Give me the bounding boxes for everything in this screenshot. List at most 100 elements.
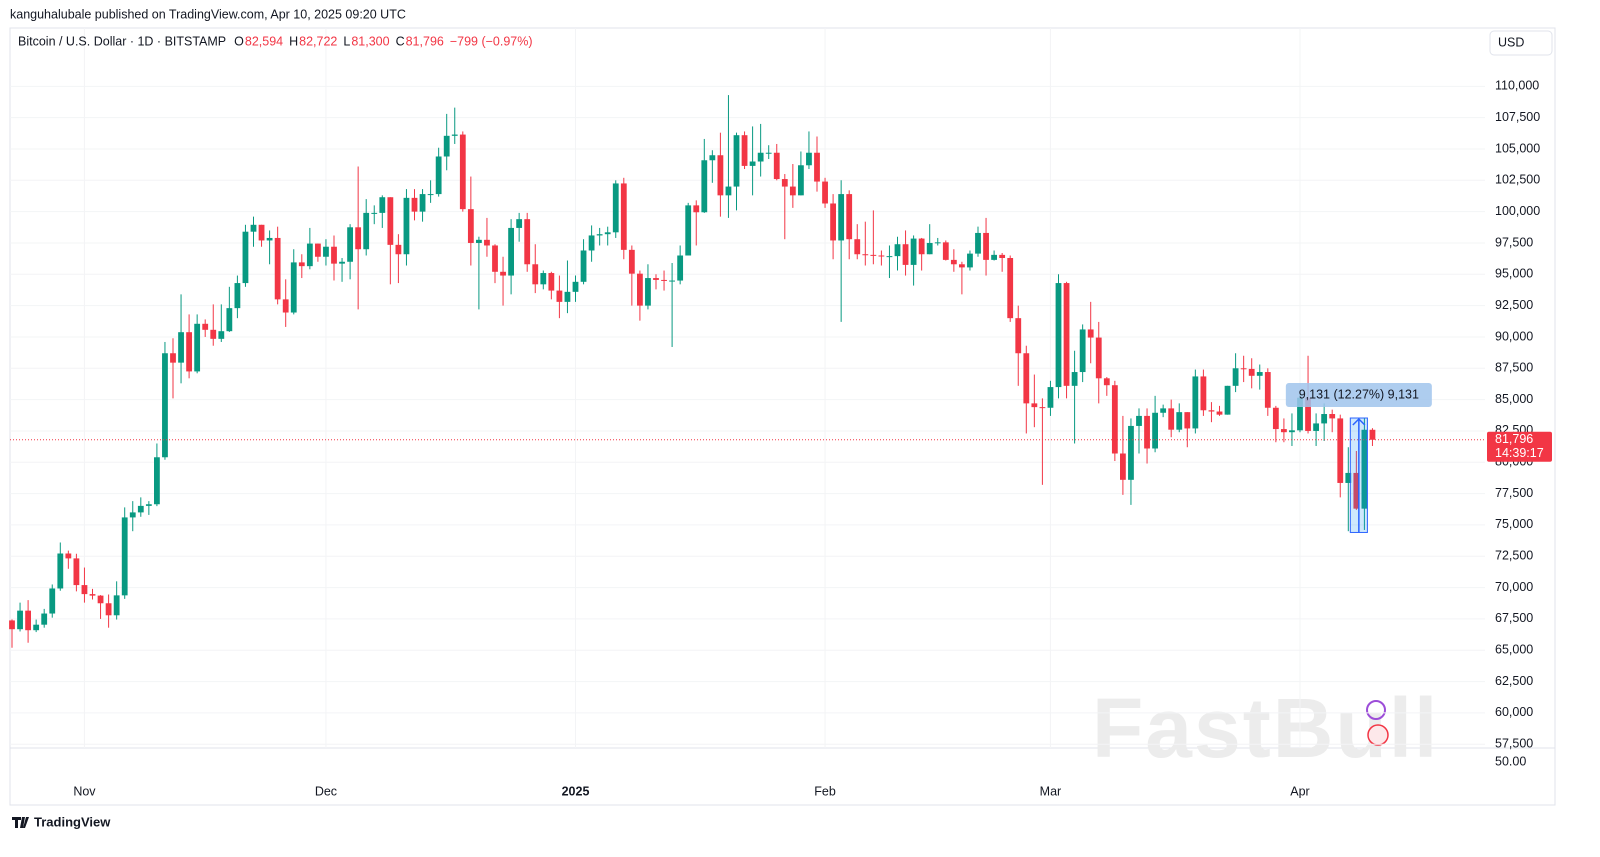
candle-body bbox=[918, 238, 925, 255]
candle-body bbox=[467, 209, 474, 243]
icon-bolt[interactable] bbox=[1366, 700, 1386, 720]
candle-body bbox=[315, 243, 321, 257]
candle-body bbox=[25, 610, 31, 631]
candle-body bbox=[604, 232, 611, 235]
candle-body bbox=[1361, 429, 1368, 509]
candle-body bbox=[194, 323, 201, 372]
candle-body bbox=[1176, 412, 1183, 430]
candle-body bbox=[789, 186, 796, 196]
candle-body bbox=[596, 234, 603, 236]
candle-body bbox=[669, 280, 675, 282]
candle-body bbox=[1039, 407, 1046, 409]
candle-body bbox=[773, 152, 780, 180]
candle-body bbox=[822, 181, 828, 204]
candle-body bbox=[1200, 376, 1207, 411]
legend-change: −799 (−0.97%) bbox=[450, 34, 533, 48]
candle-body bbox=[1168, 408, 1175, 430]
candle-body bbox=[1031, 403, 1038, 408]
candle-body bbox=[677, 255, 684, 281]
icon-flag[interactable] bbox=[1367, 724, 1389, 746]
x-tick-label: Dec bbox=[315, 784, 337, 798]
candle-body bbox=[306, 243, 313, 267]
candle-body bbox=[1103, 378, 1110, 386]
candle-body bbox=[950, 259, 957, 265]
candle-body bbox=[1305, 397, 1311, 431]
candle-body bbox=[162, 353, 168, 458]
candle-body bbox=[258, 224, 265, 241]
candle-body bbox=[757, 152, 764, 162]
candle-body bbox=[9, 620, 15, 630]
candle-body bbox=[620, 183, 627, 250]
last-price-label: 81,796 bbox=[1495, 432, 1533, 446]
candle-body bbox=[105, 603, 112, 616]
measure-label: 9,131 (12.27%) 9,131 bbox=[1299, 387, 1419, 401]
candle-body bbox=[548, 273, 555, 291]
candle-body bbox=[983, 232, 989, 260]
candle-body bbox=[926, 242, 933, 255]
candle-body bbox=[508, 227, 514, 276]
candle-body bbox=[580, 250, 587, 282]
y-tick-label: 65,000 bbox=[1495, 643, 1533, 657]
y-tick-label: 100,000 bbox=[1495, 204, 1540, 218]
candle-body bbox=[492, 245, 498, 272]
y-tick-label: 70,000 bbox=[1495, 580, 1533, 594]
candle-body bbox=[1216, 411, 1223, 415]
candle-body bbox=[371, 212, 378, 214]
candle-body bbox=[661, 279, 667, 281]
legend-key: L bbox=[343, 34, 350, 48]
candle-body bbox=[1047, 387, 1054, 408]
candle-body bbox=[57, 553, 64, 589]
candle-body bbox=[685, 205, 692, 256]
candle-body bbox=[1128, 425, 1134, 480]
candle-body bbox=[451, 134, 458, 136]
y-tick-label: 97,500 bbox=[1495, 235, 1533, 249]
candle-body bbox=[73, 558, 80, 586]
candle-body bbox=[637, 273, 643, 306]
candle-body bbox=[532, 264, 539, 285]
candle-body bbox=[17, 610, 23, 630]
last-price-box bbox=[1487, 431, 1552, 462]
measure-arrowhead bbox=[1352, 417, 1366, 426]
candle-body bbox=[806, 152, 812, 166]
currency-label[interactable]: USD bbox=[1498, 35, 1524, 49]
candle-body bbox=[1313, 423, 1319, 431]
candle-body bbox=[765, 152, 772, 154]
candle-body bbox=[1055, 283, 1062, 388]
candle-body bbox=[145, 504, 152, 506]
candle-body bbox=[967, 253, 973, 268]
x-tick-label: 2025 bbox=[562, 784, 590, 798]
y-tick-label: 77,500 bbox=[1495, 486, 1533, 500]
candle-body bbox=[878, 255, 885, 257]
legend-value: 82,722 bbox=[299, 34, 337, 48]
candle-body bbox=[564, 291, 571, 302]
candle-body bbox=[476, 239, 482, 243]
x-tick-label: Mar bbox=[1040, 784, 1062, 798]
candle-body bbox=[1232, 368, 1239, 386]
candle-body bbox=[1007, 258, 1014, 319]
candle-body bbox=[178, 332, 184, 363]
candle-body bbox=[942, 242, 949, 260]
candle-body bbox=[1079, 329, 1086, 373]
candle-body bbox=[894, 244, 901, 257]
currency-button[interactable] bbox=[1489, 30, 1553, 56]
candle-body bbox=[1208, 410, 1215, 412]
legend-title: Bitcoin / U.S. Dollar · 1D · BITSTAMP bbox=[18, 34, 226, 48]
y-tick-label: 95,000 bbox=[1495, 267, 1533, 281]
scale-note: 50.00 bbox=[1495, 754, 1526, 768]
y-tick-label: 72,500 bbox=[1495, 549, 1533, 563]
candle-body bbox=[814, 152, 820, 182]
publisher-line: kanguhalubale published on TradingView.c… bbox=[10, 7, 406, 21]
candle-body bbox=[1321, 414, 1328, 424]
candle-body bbox=[33, 624, 40, 631]
countdown-label: 14:39:17 bbox=[1495, 446, 1544, 460]
candle-body bbox=[65, 553, 72, 559]
y-tick-label: 57,500 bbox=[1495, 737, 1533, 751]
candle-body bbox=[1144, 415, 1150, 449]
candle-body bbox=[1015, 318, 1022, 354]
candle-body bbox=[250, 224, 257, 232]
candle-body bbox=[1071, 372, 1078, 386]
candle-body bbox=[210, 329, 217, 339]
candle-body bbox=[347, 227, 353, 262]
candle-body bbox=[41, 613, 48, 625]
